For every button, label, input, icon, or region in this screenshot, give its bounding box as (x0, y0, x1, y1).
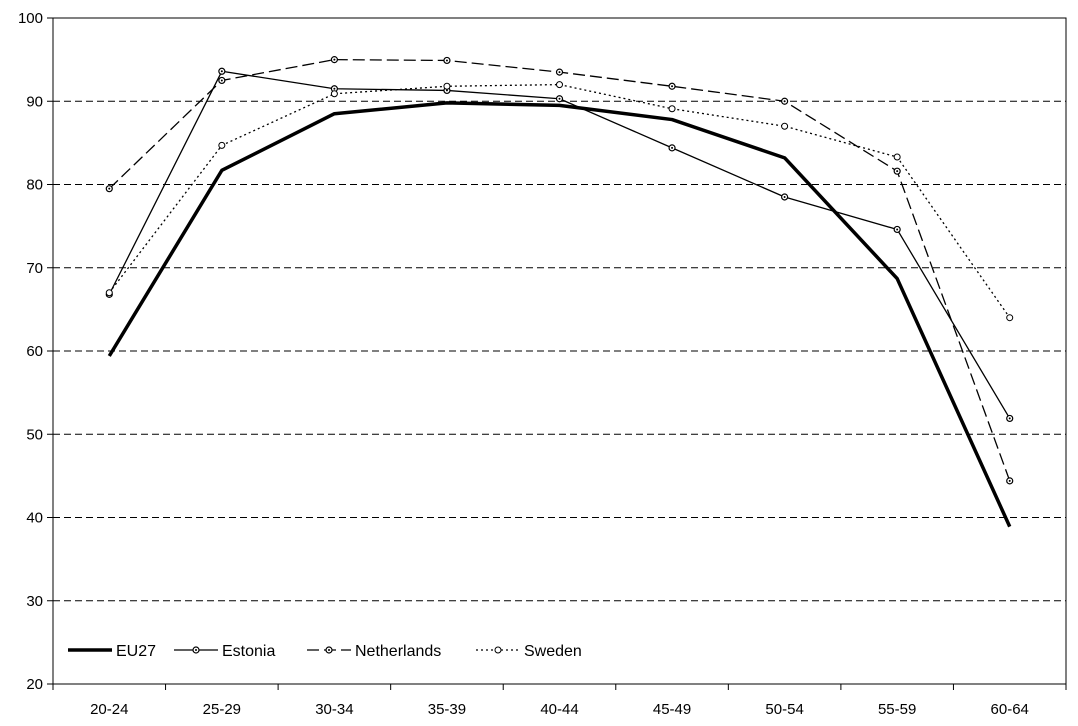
y-tick-label-90: 90 (26, 93, 43, 110)
data-point-netherlands-30-34-dot (333, 58, 336, 61)
data-point-netherlands-35-39-dot (445, 59, 448, 62)
data-point-sweden-60-64 (1006, 314, 1014, 322)
data-point-netherlands-55-59-dot (896, 170, 899, 173)
series-line-sweden (108, 83, 1011, 319)
data-point-sweden-30-34 (330, 90, 338, 98)
legend-label-sweden: Sweden (524, 643, 582, 660)
y-tick-label-30: 30 (26, 593, 43, 610)
y-tick-label-80: 80 (26, 177, 43, 194)
data-point-netherlands-50-54-dot (783, 100, 786, 103)
x-tick-label-40-44: 40-44 (540, 701, 578, 718)
x-tick-label-20-24: 20-24 (90, 701, 128, 718)
data-point-estonia-30-34-dot (333, 87, 336, 90)
series-line-eu27 (107, 101, 1012, 528)
data-point-sweden-35-39 (443, 82, 451, 90)
x-tick-label-45-49: 45-49 (653, 701, 691, 718)
data-point-sweden-55-59 (893, 153, 901, 161)
x-tick-label-55-59: 55-59 (878, 701, 916, 718)
x-tick-label-25-29: 25-29 (203, 701, 241, 718)
data-point-estonia-60-64-dot (1008, 417, 1011, 420)
y-tick-label-50: 50 (26, 426, 43, 443)
series-line-estonia (108, 70, 1011, 419)
y-tick-label-20: 20 (26, 676, 43, 693)
data-point-sweden-20-24 (105, 289, 113, 297)
x-tick-label-60-64: 60-64 (991, 701, 1029, 718)
legend-label-estonia: Estonia (222, 643, 275, 660)
x-tick-label-50-54: 50-54 (765, 701, 803, 718)
y-tick-label-60: 60 (26, 343, 43, 360)
data-point-estonia-50-54-dot (783, 195, 786, 198)
data-point-netherlands-40-44-dot (558, 71, 561, 74)
data-point-netherlands-20-24-dot (108, 187, 111, 190)
data-point-netherlands-45-49-dot (671, 85, 674, 88)
data-point-estonia-45-49-dot (671, 146, 674, 149)
legend-marker-netherlands-dot (328, 649, 330, 651)
data-point-sweden-40-44 (556, 81, 563, 89)
legend-label-netherlands: Netherlands (355, 643, 441, 660)
data-point-sweden-50-54 (781, 122, 789, 130)
data-point-estonia-25-29-dot (220, 70, 223, 73)
x-tick-label-35-39: 35-39 (428, 701, 466, 718)
data-point-sweden-45-49 (668, 105, 676, 113)
data-point-estonia-55-59-dot (896, 228, 899, 231)
data-point-sweden-25-29 (218, 141, 226, 149)
series-line-netherlands (108, 58, 1011, 482)
legend-label-eu27: EU27 (116, 643, 156, 660)
y-tick-label-70: 70 (26, 260, 43, 277)
data-point-netherlands-25-29-dot (220, 79, 223, 82)
data-point-netherlands-60-64-dot (1008, 479, 1011, 482)
y-tick-label-100: 100 (18, 10, 43, 27)
data-point-estonia-40-44-dot (558, 97, 561, 100)
y-tick-label-40: 40 (26, 510, 43, 527)
data-point-estonia-35-39-dot (445, 89, 448, 92)
legend-marker-sweden (494, 646, 502, 654)
legend-marker-estonia-dot (195, 649, 197, 651)
x-tick-label-30-34: 30-34 (315, 701, 353, 718)
